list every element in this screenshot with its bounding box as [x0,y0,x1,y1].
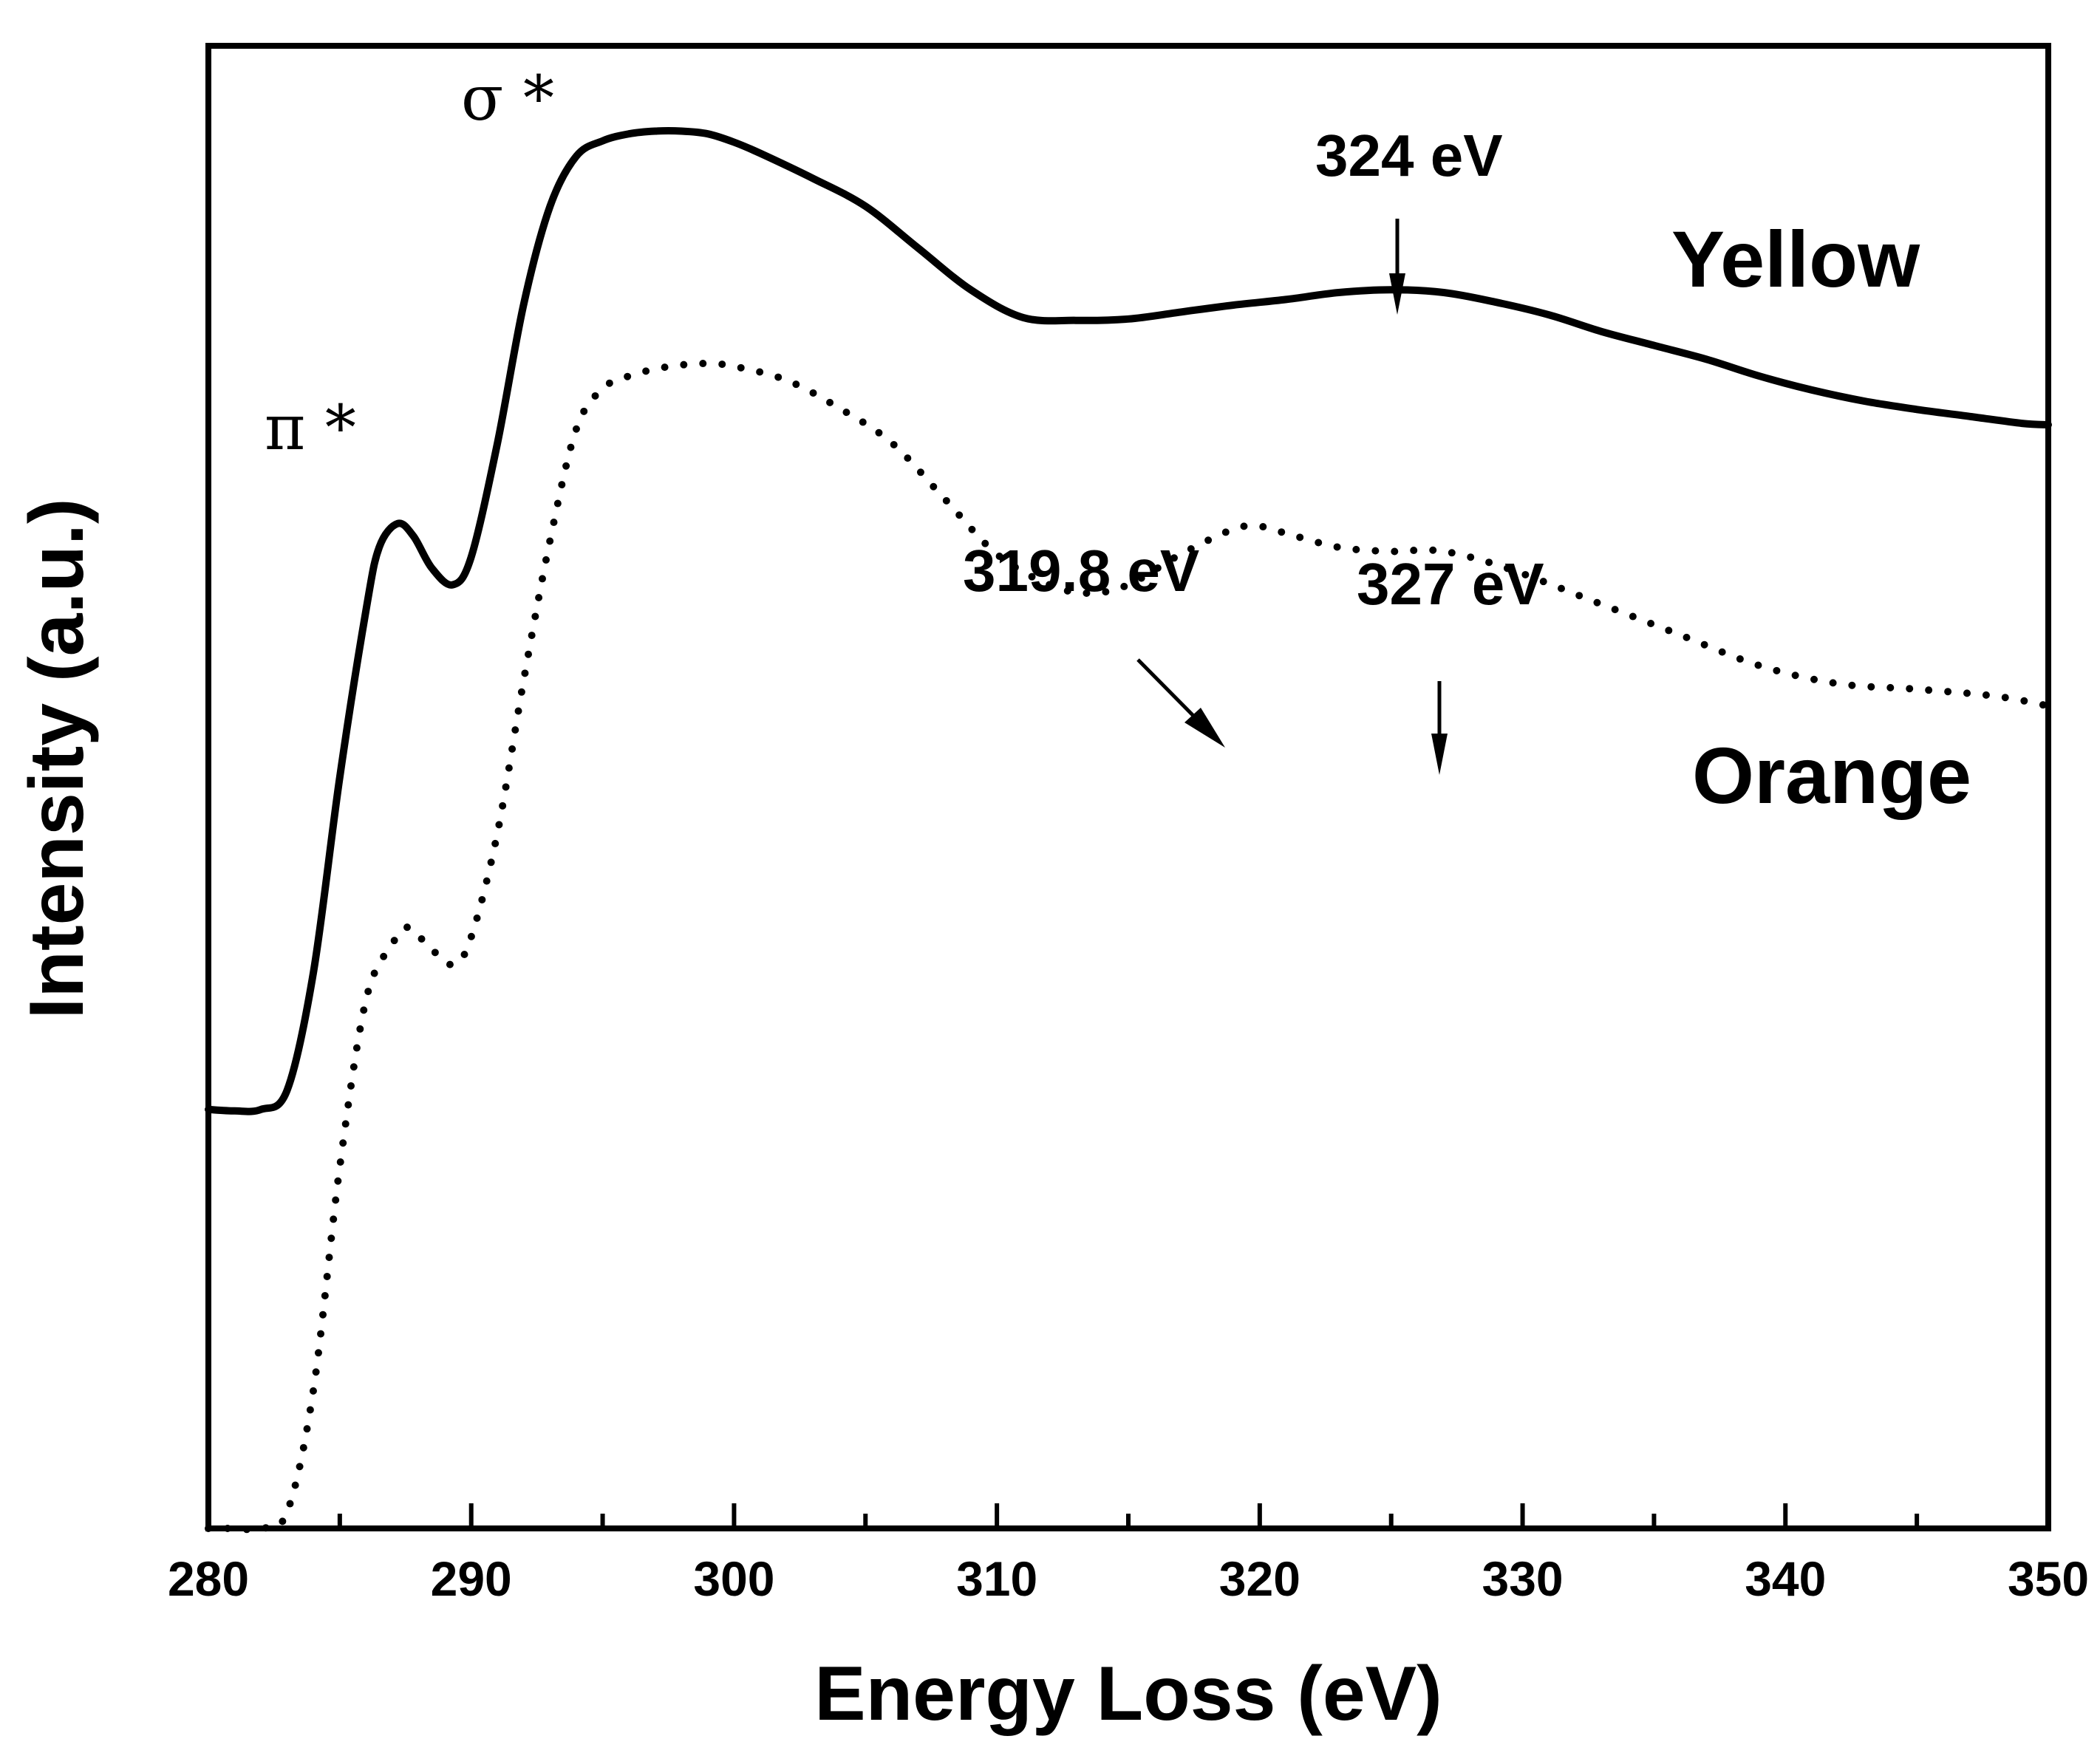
x-axis-tick-labels: 280 290 300 310 320 330 340 350 [168,1551,2089,1606]
arrow-327-ev-head [1431,734,1448,775]
series-label-yellow: Yellow [1671,214,1920,304]
series-line-orange [205,360,2052,1534]
x-axis-title: Energy Loss (eV) [814,1651,1442,1737]
x-tick-label: 290 [431,1551,512,1606]
annotation-327-ev: 327 eV [1357,551,1544,617]
annotation-324-ev: 324 eV [1315,123,1503,188]
annotation-arrows [1136,219,1448,775]
y-axis-title: Intensity (a.u.) [14,499,100,1019]
x-tick-label: 330 [1482,1551,1564,1606]
sigma-star-label: σ * [461,62,554,134]
arrow-324-ev-head [1389,273,1405,315]
x-axis-ticks [206,1503,2050,1528]
arrow-319-8-ev-head [1184,708,1225,748]
series-label-orange: Orange [1692,731,1971,820]
x-tick-label: 280 [168,1551,249,1606]
x-tick-label: 310 [956,1551,1037,1606]
series-layer [205,126,2052,1534]
x-tick-label: 300 [693,1551,774,1606]
series-line-yellow [205,126,2052,1115]
pi-star-label: π * [265,392,356,464]
x-tick-label: 350 [2008,1551,2089,1606]
x-tick-label: 340 [1745,1551,1826,1606]
x-tick-label: 320 [1219,1551,1300,1606]
annotation-319-8-ev: 319.8 eV [963,538,1199,604]
